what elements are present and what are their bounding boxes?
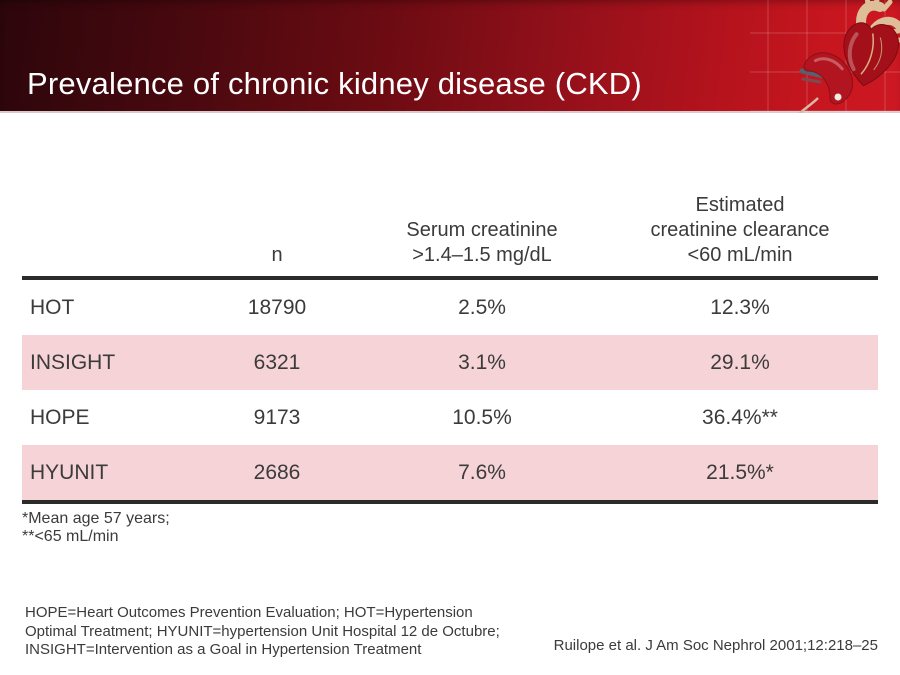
cell-n: 6321 [253,350,301,374]
cell-n: 9173 [253,405,301,429]
cell-study: HOPE [30,405,90,429]
footnote-ml-min: **<65 mL/min [22,528,119,545]
heart-icon [843,22,900,87]
cell-serum: 2.5% [458,295,506,319]
table-footnotes: *Mean age 57 years; **<65 mL/min [22,510,170,546]
ckd-table: n Serum creatinine >1.4–1.5 mg/dL Estima… [22,193,878,504]
cell-clearance: 21.5%* [706,460,774,484]
cell-study: INSIGHT [30,350,116,374]
table-header-row: n Serum creatinine >1.4–1.5 mg/dL Estima… [22,193,878,280]
footnote-mean-age: *Mean age 57 years; [22,510,170,527]
heart-kidney-illustration [750,0,900,113]
kidney-icon [798,52,853,113]
table-row-insight: INSIGHT 6321 3.1% 29.1% [22,335,878,390]
slide-title: Prevalence of chronic kidney disease (CK… [27,66,642,101]
cell-serum: 10.5% [452,405,512,429]
cell-study: HOT [30,295,75,319]
citation-reference: Ruilope et al. J Am Soc Nephrol 2001;12:… [553,637,878,654]
title-banner: Prevalence of chronic kidney disease (CK… [0,0,900,113]
cell-serum: 3.1% [458,350,506,374]
column-header-serum-creatinine: Serum creatinine >1.4–1.5 mg/dL [406,219,558,266]
cell-n: 2686 [253,460,301,484]
abbreviations-note: HOPE=Heart Outcomes Prevention Evaluatio… [25,604,500,658]
cell-clearance: 29.1% [710,350,770,374]
table-row-hope: HOPE 9173 10.5% 36.4%** [22,390,878,445]
column-header-n: n [271,244,283,266]
table-row-hot: HOT 18790 2.5% 12.3% [22,280,878,335]
cell-serum: 7.6% [458,460,506,484]
column-header-creatinine-clearance: Estimated creatinine clearance <60 mL/mi… [650,194,830,266]
cell-clearance: 12.3% [710,295,770,319]
cell-clearance: 36.4%** [702,405,778,429]
cell-study: HYUNIT [30,460,109,484]
table-row-hyunit: HYUNIT 2686 7.6% 21.5%* [22,445,878,500]
cell-n: 18790 [247,295,307,319]
